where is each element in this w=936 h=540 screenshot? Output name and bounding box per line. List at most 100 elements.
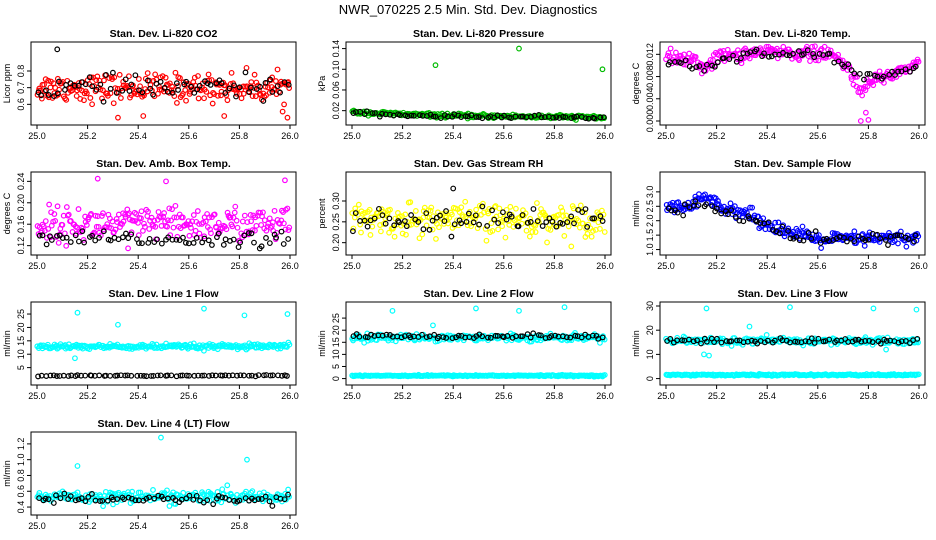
data-point <box>546 215 553 222</box>
panel-line2: Stan. Dev. Line 2 Flow 25.0 25.2 25.4 25.6 25… <box>317 288 614 401</box>
data-point <box>495 220 502 226</box>
data-point <box>128 372 135 379</box>
data-point <box>580 220 586 227</box>
data-point <box>357 108 364 115</box>
data-point <box>748 337 755 344</box>
data-point <box>81 239 88 246</box>
data-point <box>210 501 217 508</box>
data-point <box>357 221 364 228</box>
data-point <box>416 112 423 119</box>
data-point <box>363 108 370 115</box>
data-point <box>877 235 884 242</box>
data-point <box>190 212 197 218</box>
data-point <box>282 177 288 184</box>
data-point <box>221 113 228 119</box>
x-tick-label: 25.8 <box>860 131 878 141</box>
data-point <box>718 210 725 217</box>
data-point <box>59 222 66 228</box>
data-point <box>180 234 186 241</box>
panel-title: Stan. Dev. Li-820 CO2 <box>110 28 218 40</box>
data-point <box>484 223 491 229</box>
data-point <box>588 233 595 240</box>
data-point <box>507 203 514 210</box>
data-point <box>51 211 58 217</box>
x-tick-label: 25.4 <box>444 391 462 401</box>
data-point <box>369 110 376 117</box>
data-point <box>249 488 256 495</box>
data-point <box>101 77 107 84</box>
data-point <box>169 89 176 96</box>
data-point <box>215 92 221 99</box>
data-point <box>285 79 292 85</box>
data-point <box>473 206 480 213</box>
x-tick-label: 25.8 <box>231 391 249 401</box>
series-black <box>350 108 607 122</box>
data-point <box>436 224 442 231</box>
data-point <box>126 491 132 498</box>
data-point <box>170 224 177 231</box>
data-point <box>41 88 48 95</box>
data-point <box>252 373 259 380</box>
data-point <box>126 210 133 217</box>
data-point <box>731 203 738 210</box>
data-point <box>874 231 881 238</box>
data-point <box>431 331 438 338</box>
data-point <box>180 489 187 496</box>
data-point <box>38 92 45 99</box>
data-point <box>914 335 921 342</box>
data-point <box>463 219 470 225</box>
panel-title: Stan. Dev. Line 2 Flow <box>423 288 534 300</box>
y-tick-label: 0.24 <box>16 173 26 191</box>
x-tick-label: 25.0 <box>28 391 46 401</box>
y-tick-label: 2.0 <box>645 214 655 227</box>
data-point <box>161 84 168 91</box>
data-point <box>423 334 430 341</box>
data-point <box>255 372 262 379</box>
data-point <box>563 334 570 341</box>
data-point <box>215 219 222 226</box>
data-point <box>186 372 192 379</box>
data-point <box>892 232 899 239</box>
data-point <box>183 97 189 104</box>
data-point <box>61 490 68 497</box>
data-point <box>862 109 869 116</box>
data-point <box>89 232 96 239</box>
data-point <box>276 88 282 95</box>
data-point <box>903 243 910 250</box>
data-point <box>54 203 61 210</box>
x-tick-label: 25.8 <box>546 131 564 141</box>
x-tick-label: 26.0 <box>281 521 299 531</box>
data-point <box>261 217 268 224</box>
data-point <box>368 331 374 338</box>
data-point <box>99 213 105 219</box>
data-point <box>473 114 480 120</box>
data-point <box>144 70 151 76</box>
data-point <box>219 486 226 493</box>
data-point <box>103 72 109 78</box>
y-tick-label: 20 <box>331 325 341 335</box>
data-point <box>738 55 744 62</box>
data-point <box>401 218 408 224</box>
data-point <box>174 100 180 106</box>
panel-title: Stan. Dev. Line 4 (LT) Flow <box>97 418 230 430</box>
data-point <box>129 488 136 495</box>
data-point <box>364 217 371 224</box>
data-point <box>541 114 548 121</box>
data-point <box>161 210 168 216</box>
data-point <box>464 113 471 120</box>
data-point <box>123 230 129 237</box>
data-point <box>785 225 792 232</box>
series-outliers <box>74 434 250 469</box>
data-point <box>196 82 203 89</box>
data-point <box>690 338 697 345</box>
data-point <box>787 339 793 346</box>
data-point <box>792 338 799 345</box>
data-point <box>103 224 110 230</box>
data-point <box>45 225 52 232</box>
data-point <box>185 240 192 247</box>
data-point <box>248 372 255 379</box>
data-point <box>234 224 241 231</box>
data-point <box>532 222 539 229</box>
data-point <box>138 208 145 215</box>
data-point <box>895 68 901 75</box>
